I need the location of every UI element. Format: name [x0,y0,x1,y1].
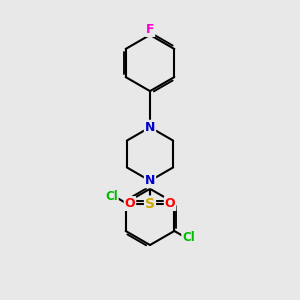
Text: O: O [165,197,176,210]
Text: O: O [124,197,135,210]
Text: S: S [145,196,155,211]
Text: N: N [145,121,155,134]
Text: N: N [145,174,155,187]
Text: F: F [146,23,154,36]
Text: Cl: Cl [105,190,118,203]
Text: Cl: Cl [182,231,195,244]
